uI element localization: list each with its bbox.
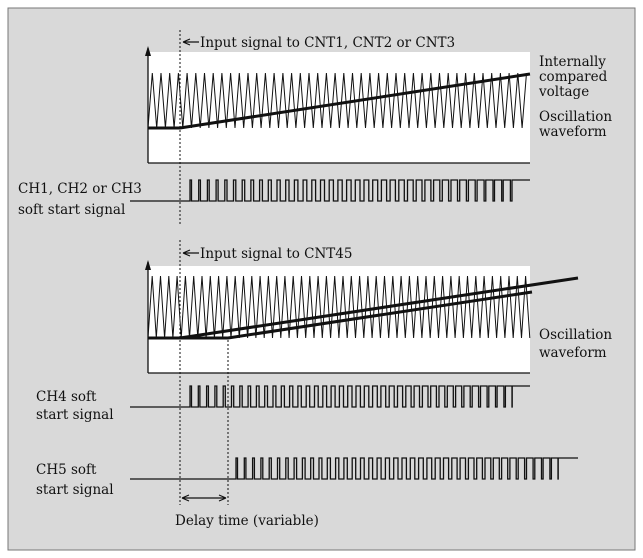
delay-time-label: Delay time (variable): [175, 513, 319, 529]
voltage-label: voltage: [538, 84, 589, 100]
waveform-label-2: waveform: [539, 345, 607, 361]
plot-1-area: [148, 52, 530, 163]
ch4-signal-label-line1: CH4 soft: [36, 389, 97, 405]
internally-label: Internally: [539, 54, 606, 70]
plot-2-area: [148, 266, 530, 373]
plot-2-axes: [147, 262, 530, 374]
input-signal-cnt45-label: Input signal to CNT45: [200, 246, 353, 262]
plot-1-axes: [147, 48, 530, 164]
plot-1-y-arrow: [145, 46, 151, 56]
plot-2: [145, 260, 579, 374]
compared-label: compared: [539, 69, 608, 85]
plot-2-y-arrow: [145, 260, 151, 270]
compared-voltage-line-ch5: [180, 290, 533, 340]
input-signal-cnt123-label: Input signal to CNT1, CNT2 or CNT3: [200, 35, 455, 51]
waveform-label-1: waveform: [539, 124, 607, 140]
ch4-signal-label-line2: start signal: [36, 407, 114, 423]
ch5-soft-start-pulses: [130, 457, 578, 480]
ch123-soft-start-pulses: [130, 179, 530, 202]
oscillation-waveform-2: [147, 275, 531, 339]
left-arrow-icon: [182, 249, 199, 257]
ch123-signal-label-line1: CH1, CH2 or CH3: [18, 181, 142, 197]
oscillation-label-2: Oscillation: [539, 327, 612, 343]
oscillation-label-1: Oscillation: [539, 109, 612, 125]
left-arrow-icon: [182, 38, 199, 46]
double-arrow-icon: [181, 494, 227, 502]
ch123-signal-label-line2: soft start signal: [18, 202, 125, 218]
ch5-signal-label-line2: start signal: [36, 482, 114, 498]
oscillation-waveform-1: [147, 72, 527, 129]
ch4-soft-start-pulses: [130, 385, 530, 408]
ch5-signal-label-line1: CH5 soft: [36, 462, 97, 478]
plot-1: [145, 46, 531, 164]
